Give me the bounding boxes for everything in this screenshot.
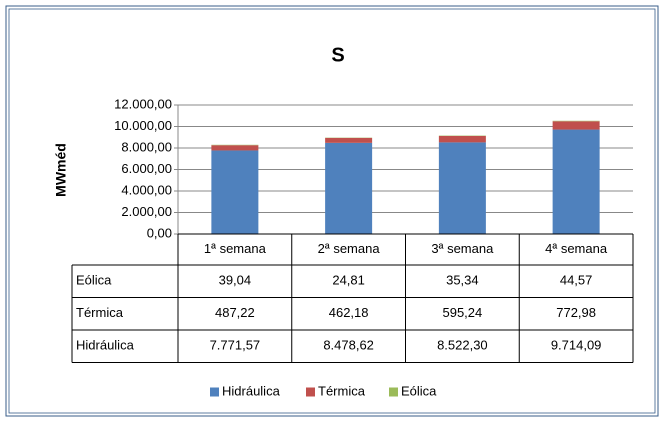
y-tick-label: 2.000,00	[121, 204, 172, 219]
data-label: 7.771,57	[210, 338, 261, 353]
chart-title: S	[331, 44, 344, 66]
x-tick-label: 2ª semana	[318, 241, 381, 256]
bar-segment	[552, 121, 600, 130]
y-tick-label: 6.000,00	[121, 161, 172, 176]
data-label: 462,18	[329, 305, 369, 320]
data-label: 8.522,30	[437, 338, 488, 353]
data-label: 8.478,62	[323, 338, 374, 353]
table-row-label: Hidráulica	[76, 338, 135, 353]
legend-swatch	[389, 387, 398, 397]
y-axis-title: MWméd	[53, 143, 69, 197]
y-tick-label: 10.000,00	[114, 118, 172, 133]
legend-label: Eólica	[401, 383, 437, 398]
y-tick-label: 12.000,00	[114, 96, 172, 111]
data-label: 44,57	[560, 273, 593, 288]
bar-segment	[325, 137, 373, 143]
legend-swatch	[306, 387, 315, 397]
table-row-label: Térmica	[76, 305, 124, 320]
data-label: 24,81	[332, 273, 365, 288]
bar-segment	[211, 150, 259, 234]
x-tick-label: 3ª semana	[431, 241, 494, 256]
bar-segment	[325, 142, 373, 234]
table-row-label: Eólica	[76, 273, 112, 288]
y-tick-label: 8.000,00	[121, 139, 172, 154]
data-label: 595,24	[442, 305, 482, 320]
legend-swatch	[210, 387, 219, 397]
x-tick-label: 4ª semana	[545, 241, 608, 256]
legend-label: Hidráulica	[222, 383, 281, 398]
legend-label: Térmica	[318, 383, 366, 398]
y-tick-label: 0,00	[147, 225, 172, 240]
bar-segment	[211, 145, 259, 151]
bar-segment	[438, 142, 486, 234]
data-label: 772,98	[556, 305, 596, 320]
data-label: 39,04	[219, 273, 252, 288]
bar-segment	[438, 135, 486, 143]
data-label: 9.714,09	[551, 338, 602, 353]
data-label: 487,22	[215, 305, 255, 320]
y-tick-label: 4.000,00	[121, 182, 172, 197]
data-label: 35,34	[446, 273, 479, 288]
x-tick-label: 1ª semana	[204, 241, 267, 256]
bar-segment	[552, 129, 600, 234]
chart-frame-inner	[8, 8, 656, 414]
